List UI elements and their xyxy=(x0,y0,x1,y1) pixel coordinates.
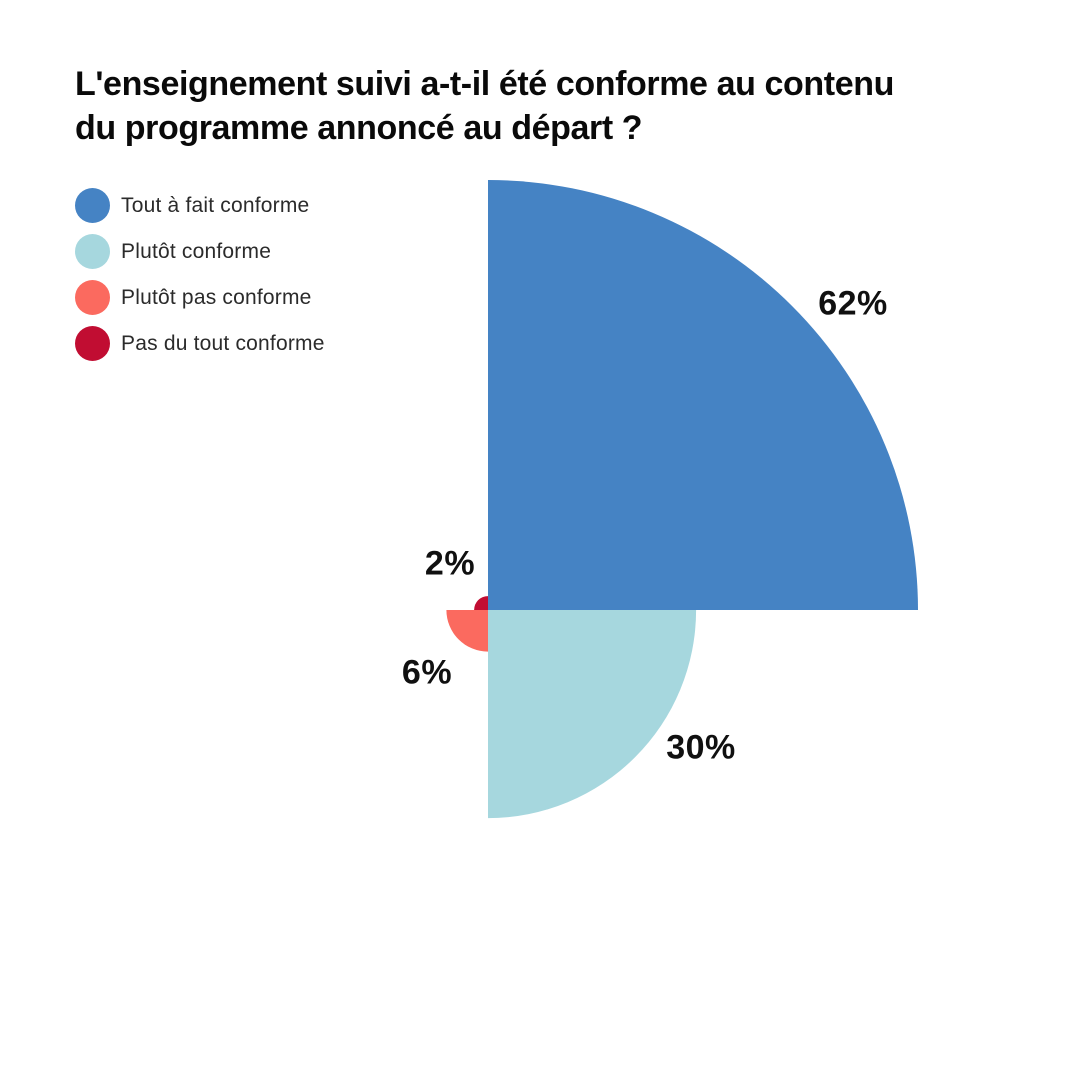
chart-title-line-2: du programme annoncé au départ ? xyxy=(75,109,643,147)
legend-item-2: Plutôt conforme xyxy=(75,234,325,269)
legend-swatch-circle xyxy=(75,188,110,223)
slice-value-label-1: 62% xyxy=(818,284,888,323)
legend-label: Pas du tout conforme xyxy=(121,331,325,355)
legend-label: Tout à fait conforme xyxy=(121,193,310,217)
chart-slice-2 xyxy=(488,610,697,819)
slice-value-label-2: 30% xyxy=(666,728,736,767)
legend: Tout à fait conforme Plutôt conforme Plutô… xyxy=(75,188,325,372)
chart-slice-3 xyxy=(446,610,488,652)
legend-item-3: Plutôt pas conforme xyxy=(75,280,325,315)
legend-item-4: Pas du tout conforme xyxy=(75,326,325,361)
legend-swatch-circle xyxy=(75,326,110,361)
slice-value-label-4: 2% xyxy=(424,544,476,583)
legend-swatch-circle xyxy=(75,234,110,269)
chart-slice-1 xyxy=(488,180,918,610)
chart-title-line-1: L'enseignement suivi a-t-il été conforme… xyxy=(75,65,894,103)
slice-value-label-3: 6% xyxy=(401,653,453,692)
chart-title: L'enseignement suivi a-t-il été conforme… xyxy=(75,62,1035,150)
chart-slice-4 xyxy=(474,596,488,610)
legend-label: Plutôt pas conforme xyxy=(121,285,312,309)
legend-swatch-circle xyxy=(75,280,110,315)
legend-item-1: Tout à fait conforme xyxy=(75,188,325,223)
legend-label: Plutôt conforme xyxy=(121,239,272,263)
